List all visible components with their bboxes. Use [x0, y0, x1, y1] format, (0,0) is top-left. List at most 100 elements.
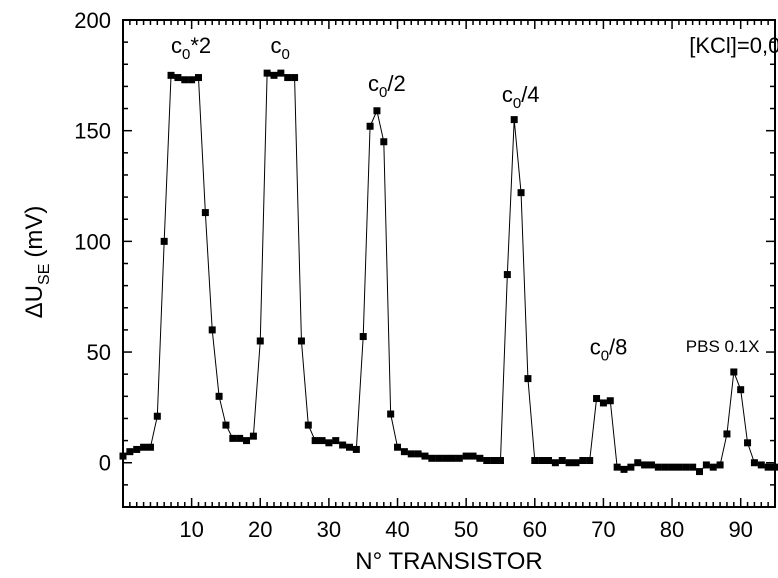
data-point: [153, 412, 161, 420]
data-point: [503, 271, 511, 279]
data-point: [586, 457, 594, 465]
data-point: [647, 461, 655, 469]
data-point: [160, 237, 168, 245]
data-point: [284, 74, 292, 82]
data-point: [730, 368, 738, 376]
data-point: [496, 457, 504, 465]
data-point: [133, 445, 141, 453]
data-point: [174, 74, 182, 82]
data-point: [613, 463, 621, 471]
y-axis-label-sub: SE: [36, 264, 53, 285]
data-point: [256, 337, 264, 345]
axes: 10 20 30 40 50 60 70 80 90 0 50 100 150 200: [74, 8, 776, 542]
data-point: [167, 71, 175, 79]
data-point: [510, 116, 518, 124]
data-point: [606, 397, 614, 405]
data-point: [277, 69, 285, 77]
data-point: [627, 463, 635, 471]
data-point: [140, 443, 148, 451]
x-tick-label: 10: [179, 517, 203, 542]
y-tick-label: 150: [74, 119, 111, 144]
annotation-label: c0/2: [368, 71, 406, 101]
data-point: [538, 457, 546, 465]
data-point: [229, 434, 237, 442]
data-point: [448, 454, 456, 462]
data-point: [476, 454, 484, 462]
annotation-label: c0/8: [590, 334, 628, 364]
data-point: [737, 386, 745, 394]
x-tick-label: 80: [660, 517, 684, 542]
x-tick-label: 70: [591, 517, 615, 542]
data-point: [572, 459, 580, 467]
data-point: [579, 457, 587, 465]
data-point: [270, 71, 278, 79]
data-point: [400, 448, 408, 456]
data-point: [462, 452, 470, 460]
x-tick-label: 50: [454, 517, 478, 542]
data-point: [194, 74, 202, 82]
data-point: [483, 457, 491, 465]
data-point: [352, 445, 360, 453]
data-point: [380, 138, 388, 146]
y-axis-label-unit: (mV): [21, 206, 48, 258]
data-point: [188, 76, 196, 84]
data-point: [757, 461, 765, 469]
data-point: [428, 454, 436, 462]
data-point: [723, 430, 731, 438]
data-point: [318, 437, 326, 445]
data-point: [716, 461, 724, 469]
x-axis-label: N° TRANSISTOR: [355, 548, 542, 575]
annotations: c0*2 c0 c0/2 c0/4 c0/8 PBS 0.1X [KCl]=0,01 mM: [171, 33, 778, 364]
data-point: [675, 463, 683, 471]
y-tick-label: 200: [74, 8, 111, 33]
data-point: [366, 122, 374, 130]
data-point: [126, 448, 134, 456]
data-point: [236, 434, 244, 442]
data-point: [249, 432, 257, 440]
data-point: [263, 69, 271, 77]
plot-area: [119, 69, 778, 476]
y-axis-label-main: ΔU: [21, 285, 48, 318]
data-point: [311, 437, 319, 445]
annotation-label: [KCl]=0,01 mM: [689, 33, 778, 58]
data-point: [435, 454, 443, 462]
data-point: [469, 452, 477, 460]
y-tick-label: 100: [74, 229, 111, 254]
data-point: [387, 410, 395, 418]
annotation-label: PBS 0.1X: [686, 337, 760, 356]
data-point: [744, 439, 752, 447]
data-point: [208, 326, 216, 334]
plot-frame: [122, 19, 776, 508]
data-point: [304, 421, 312, 429]
data-point: [181, 76, 189, 84]
data-point: [764, 463, 772, 471]
data-point: [243, 437, 251, 445]
data-point: [620, 465, 628, 473]
y-tick-label: 50: [87, 340, 111, 365]
annotation-label: c0/4: [502, 82, 540, 112]
series-line: [122, 72, 775, 473]
data-point: [558, 457, 566, 465]
data-point: [146, 443, 154, 451]
x-tick-label: 40: [385, 517, 409, 542]
data-point: [517, 189, 525, 197]
data-point: [668, 463, 676, 471]
data-point: [593, 395, 601, 403]
data-point: [421, 452, 429, 460]
data-point: [531, 457, 539, 465]
data-point: [634, 459, 642, 467]
data-point: [490, 457, 498, 465]
data-point: [545, 457, 553, 465]
data-point: [455, 454, 463, 462]
x-tick-label: 90: [728, 517, 752, 542]
data-point: [373, 107, 381, 115]
data-point: [689, 463, 697, 471]
x-tick-label: 30: [317, 517, 341, 542]
data-point: [215, 392, 223, 400]
annotation-label: c0: [271, 33, 290, 63]
data-point: [442, 454, 450, 462]
annotation-label: c0*2: [171, 33, 211, 63]
data-point: [325, 439, 333, 447]
data-point: [414, 450, 422, 458]
